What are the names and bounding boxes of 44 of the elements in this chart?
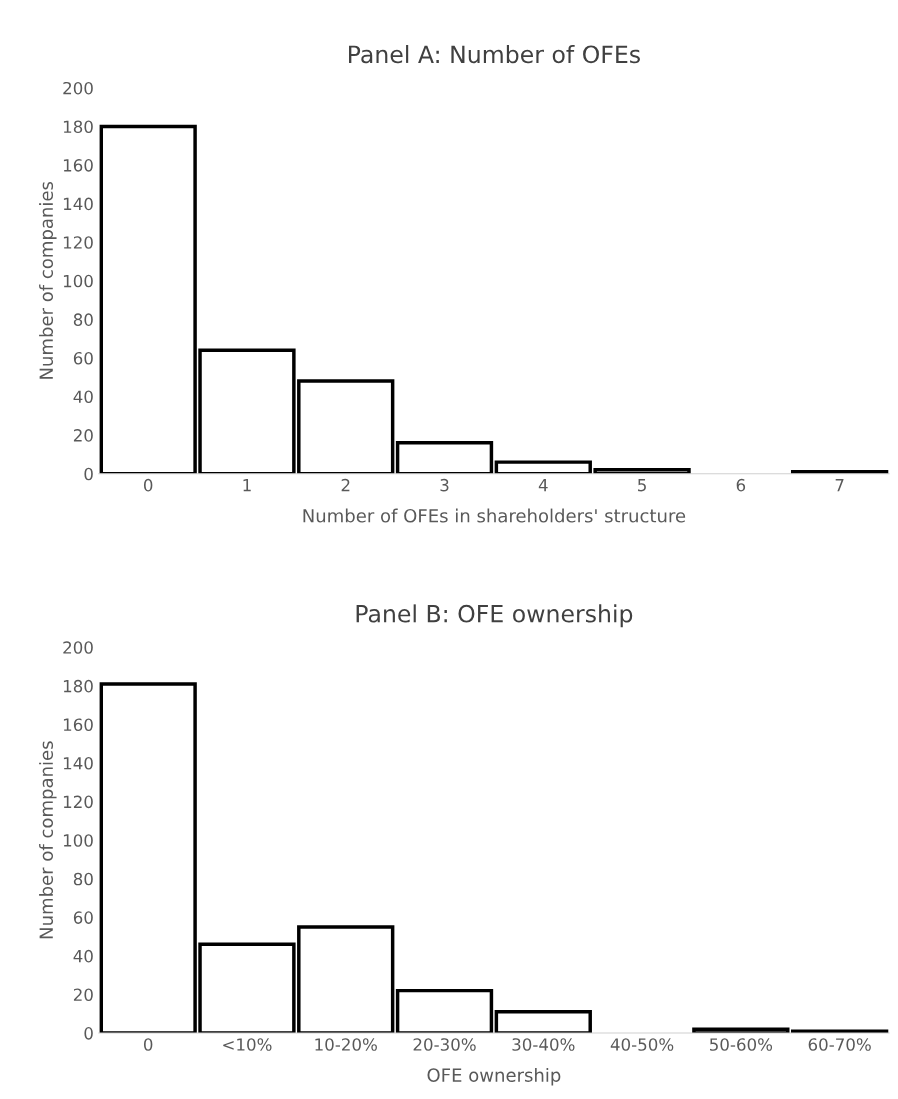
x-axis-title: Number of OFEs in shareholders' structure xyxy=(303,508,686,523)
x-tick-label: 50-60% xyxy=(710,1038,773,1051)
x-axis-title: OFE ownership xyxy=(427,1067,561,1086)
y-tick-label: 60 xyxy=(73,911,93,924)
y-tick-label: 40 xyxy=(73,949,93,963)
x-tick-label: 60-70% xyxy=(808,1038,871,1051)
y-tick-label: 160 xyxy=(63,718,93,732)
y-tick-label: 0 xyxy=(84,1027,93,1040)
x-tick-label: 0 xyxy=(143,1038,153,1051)
chart-title: Panel A: Number of OFEs xyxy=(349,44,640,64)
y-tick-label: 180 xyxy=(63,679,93,693)
x-tick-label: 2 xyxy=(341,478,350,492)
y-tick-label: 0 xyxy=(84,467,93,481)
y-tick-label: 200 xyxy=(63,81,93,95)
x-tick-label: 1 xyxy=(243,479,251,492)
x-tick-label: 40-50% xyxy=(610,1038,674,1051)
x-tick-label: 5 xyxy=(638,479,646,492)
x-tick-label: 7 xyxy=(835,479,844,492)
chart-title: Panel B: OFE ownership xyxy=(356,604,633,628)
y-tick-label: 120 xyxy=(63,795,93,809)
y-tick-label: 20 xyxy=(73,988,93,1002)
y-tick-label: 100 xyxy=(63,274,93,288)
y-tick-label: 140 xyxy=(63,756,93,770)
x-tick-label: 30-40% xyxy=(512,1038,575,1051)
y-axis-title: Number of companies xyxy=(39,741,57,939)
y-tick-label: 80 xyxy=(73,313,93,326)
x-tick-label: 4 xyxy=(538,479,548,492)
y-tick-label: 180 xyxy=(63,120,93,134)
y-tick-label: 40 xyxy=(73,390,93,404)
x-tick-label: 3 xyxy=(440,478,449,492)
y-tick-label: 20 xyxy=(73,429,93,442)
y-tick-label: 100 xyxy=(63,834,93,847)
y-tick-label: 160 xyxy=(63,159,93,172)
x-tick-label: 20-30% xyxy=(413,1038,476,1051)
x-tick-label: 0 xyxy=(143,478,153,492)
y-tick-label: 80 xyxy=(73,872,93,886)
y-tick-label: 120 xyxy=(63,236,93,249)
y-tick-label: 140 xyxy=(63,197,93,211)
x-tick-label: 10-20% xyxy=(315,1038,377,1051)
y-tick-label: 200 xyxy=(63,641,93,654)
x-tick-label: <10% xyxy=(223,1038,272,1051)
y-axis-title: Number of companies xyxy=(39,181,57,379)
x-tick-label: 6 xyxy=(736,478,746,492)
y-tick-label: 60 xyxy=(73,351,93,365)
